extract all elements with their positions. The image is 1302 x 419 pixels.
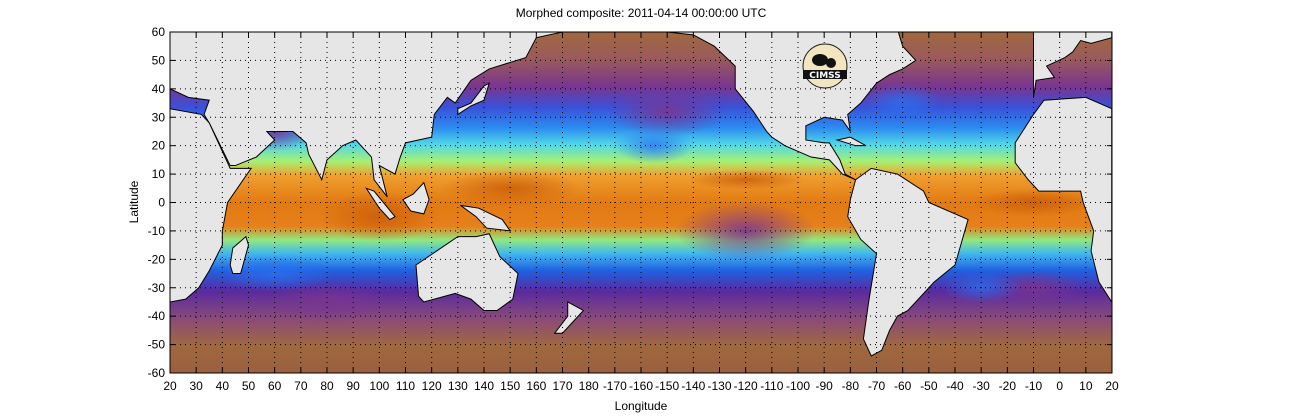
- land-australia: [415, 233, 519, 311]
- moisture-blob: [214, 255, 335, 292]
- x-tick-label: -120: [734, 379, 758, 393]
- y-tick-label: 10: [152, 167, 166, 181]
- x-tick-label: -170: [603, 379, 627, 393]
- x-tick-label: 140: [474, 379, 494, 393]
- land-madagascar: [229, 235, 250, 275]
- moisture-blob: [614, 127, 695, 164]
- y-axis-label: Latitude: [127, 180, 141, 223]
- grid-lines: [170, 32, 1112, 373]
- x-tick-label: 70: [294, 379, 308, 393]
- y-tick-label: 30: [152, 110, 166, 124]
- x-tick-label: -130: [707, 379, 731, 393]
- y-tick-label: -50: [148, 338, 166, 352]
- x-tick-label: -160: [629, 379, 653, 393]
- x-tick-label: 40: [216, 379, 230, 393]
- x-tick-label: -90: [815, 379, 833, 393]
- x-tick-label: 30: [189, 379, 203, 393]
- x-tick-label: 90: [346, 379, 360, 393]
- land-cuba: [835, 136, 867, 147]
- moisture-blob: [607, 86, 728, 137]
- land-africa-east: [170, 108, 253, 303]
- x-tick-label: 80: [320, 379, 334, 393]
- x-tick-label: -10: [1025, 379, 1043, 393]
- y-tick-label: -40: [148, 309, 166, 323]
- moisture-blob: [267, 281, 387, 322]
- x-tick-label: 20: [163, 379, 177, 393]
- map-title: Morphed composite: 2011-04-14 00:00:00 U…: [516, 6, 767, 20]
- y-tick-label: -20: [148, 252, 166, 266]
- land-borneo: [402, 181, 430, 215]
- y-tick-label: 60: [152, 25, 166, 39]
- moisture-features: [214, 83, 1094, 322]
- map-plot-area: [170, 32, 1112, 373]
- x-tick-labels: 20 30 40 50 60 70 80 90 100 110 120 130 140 150 160 170…: [163, 379, 1119, 393]
- y-tick-label: -10: [148, 224, 166, 238]
- x-tick-label: -60: [894, 379, 912, 393]
- moisture-blob: [685, 169, 806, 190]
- x-tick-label: -140: [681, 379, 705, 393]
- x-tick-label: 150: [500, 379, 520, 393]
- x-tick-label: 160: [526, 379, 546, 393]
- y-tick-labels: 60 50 40 30 20 10 0 -10 -20 -30 -40 -50 -60: [148, 25, 166, 380]
- y-tick-label: -60: [148, 366, 166, 380]
- x-tick-label: -40: [946, 379, 964, 393]
- y-tick-label: 0: [158, 196, 165, 210]
- x-tick-label: 170: [552, 379, 572, 393]
- x-tick-label: 100: [369, 379, 389, 393]
- y-tick-label: 50: [152, 53, 166, 67]
- x-tick-label: -100: [786, 379, 810, 393]
- x-tick-label: -80: [842, 379, 860, 393]
- x-tick-label: -150: [655, 379, 679, 393]
- x-tick-label: 120: [422, 379, 442, 393]
- land-asia: [170, 32, 565, 198]
- x-tick-label: 10: [1079, 379, 1093, 393]
- x-tick-label: -30: [972, 379, 990, 393]
- y-tick-label: -30: [148, 281, 166, 295]
- y-tick-label: 20: [152, 139, 166, 153]
- x-tick-label: 20: [1105, 379, 1119, 393]
- land-europe: [1033, 32, 1112, 98]
- x-tick-label: 50: [242, 379, 256, 393]
- land-new-zealand: [553, 301, 585, 334]
- y-tick-label: 40: [152, 82, 166, 96]
- moisture-blob: [862, 83, 943, 124]
- svg-text:CIMSS: CIMSS: [809, 71, 840, 81]
- x-tick-label: 130: [448, 379, 468, 393]
- cimss-logo: CIMSS: [802, 43, 848, 89]
- land-sumatra: [365, 187, 396, 221]
- x-tick-label: 60: [268, 379, 282, 393]
- axis-ticks: [169, 31, 1113, 374]
- x-axis-label: Longitude: [615, 399, 668, 413]
- x-tick-label: 180: [579, 379, 599, 393]
- land-south-america: [847, 167, 969, 357]
- land-japan: [457, 82, 491, 116]
- x-tick-label: -70: [868, 379, 886, 393]
- land-greenland: [939, 32, 944, 33]
- x-tick-label: -110: [760, 379, 783, 393]
- moisture-blob: [440, 170, 581, 207]
- x-tick-label: 0: [1056, 379, 1063, 393]
- x-tick-label: 110: [396, 379, 415, 393]
- x-tick-label: -20: [999, 379, 1017, 393]
- x-tick-label: -50: [920, 379, 938, 393]
